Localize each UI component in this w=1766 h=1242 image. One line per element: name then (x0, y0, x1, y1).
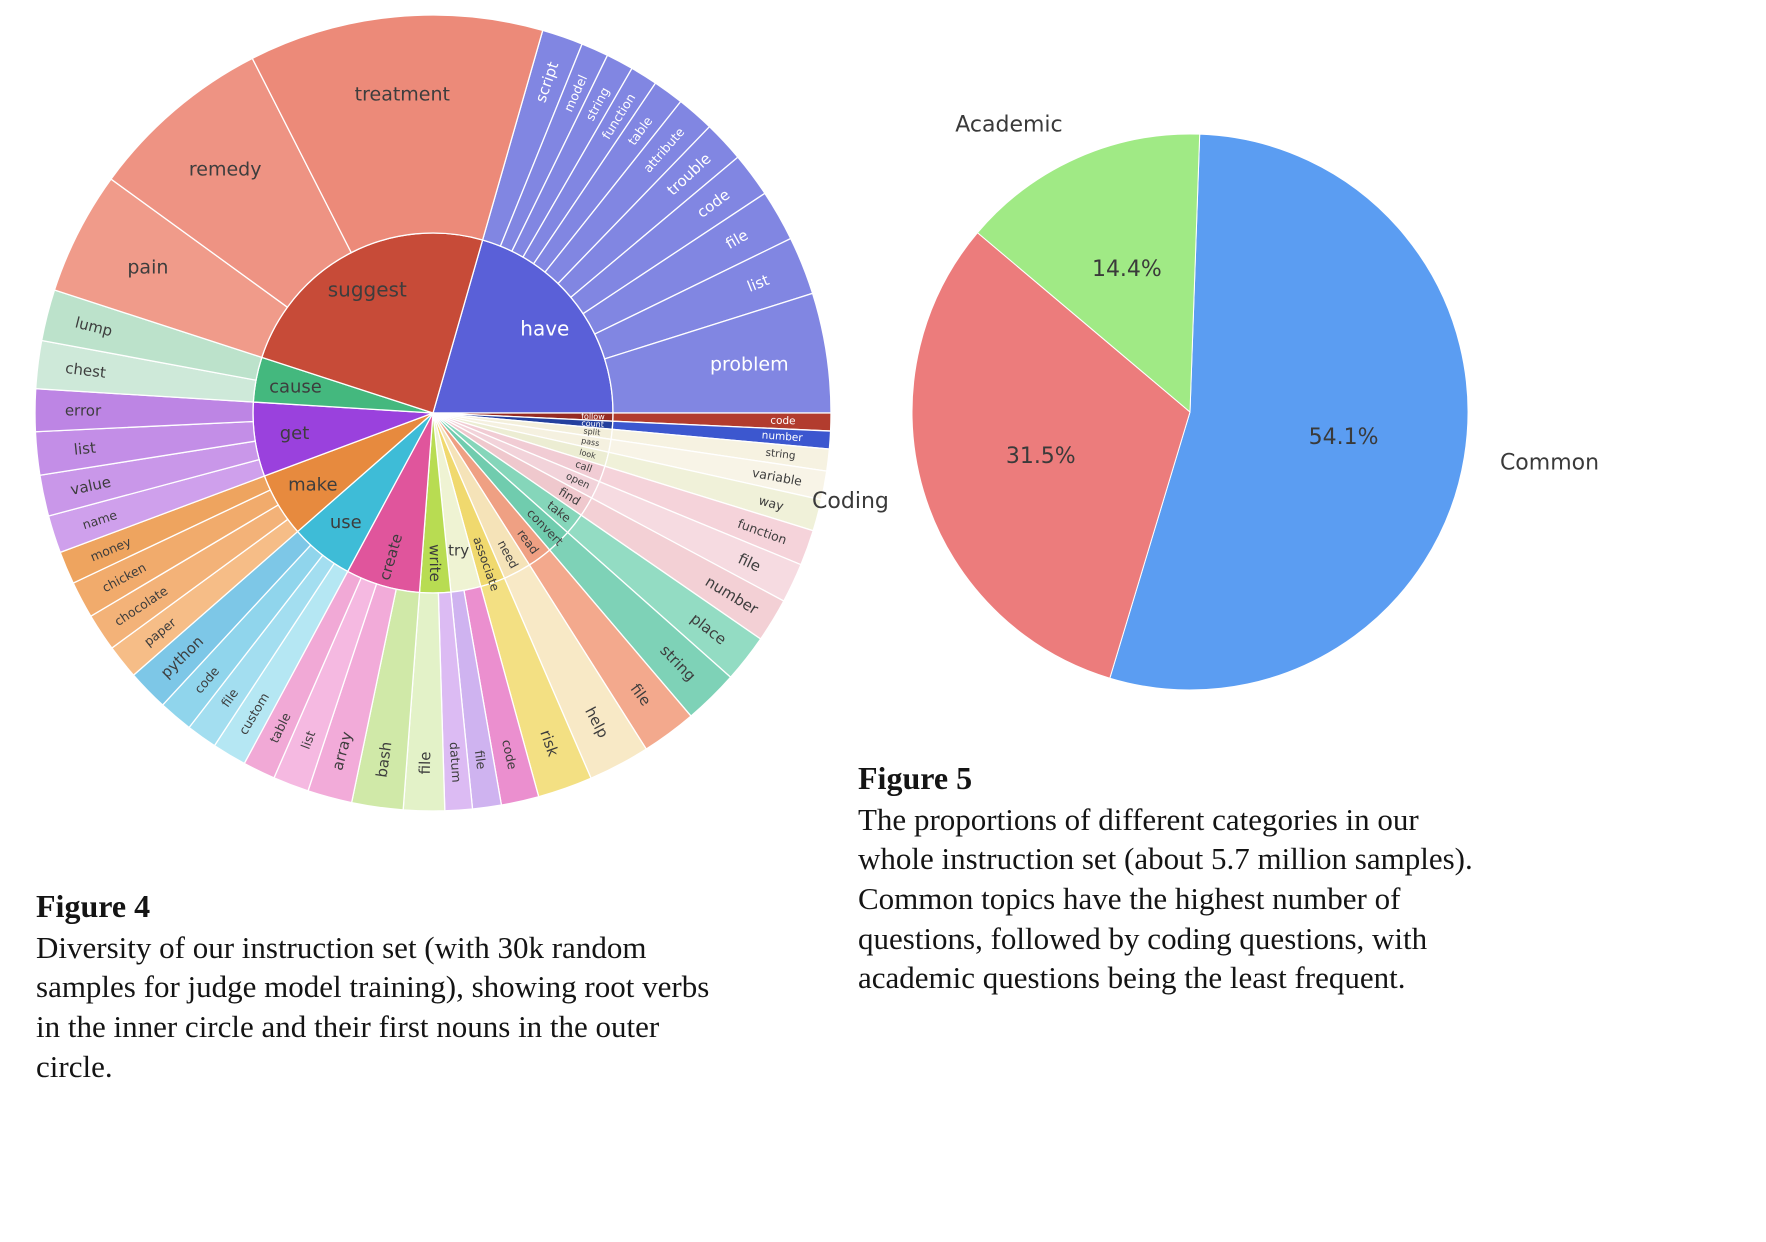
pie-category-label: Common (1500, 451, 1599, 476)
sunburst-verb-label: suggest (328, 277, 407, 301)
sunburst-noun-label: pain (127, 257, 168, 279)
pie-category-label: Coding (812, 489, 889, 514)
sunburst-noun-label: file (472, 749, 489, 770)
pie-chart: 54.1% Common 31.5% Coding 14.4% Academic (812, 112, 1599, 691)
pie-slice-academic (976, 133, 1201, 414)
sunburst-noun-label: chest (64, 359, 107, 382)
pie-percent-label: 31.5% (1006, 444, 1076, 469)
sunburst-noun-label: problem (710, 353, 789, 375)
sunburst-noun-label: code (770, 415, 796, 428)
sunburst-verb-label: cause (269, 376, 322, 397)
figure4-heading: Figure 4 (36, 888, 151, 924)
sunburst-verb-label: make (288, 474, 337, 495)
figure4-text: Diversity of our instruction set (with 3… (36, 929, 710, 1084)
sunburst-noun-label: error (65, 401, 102, 419)
sunburst-noun-label: way (757, 492, 786, 513)
sunburst-noun-label: list (73, 439, 97, 459)
sunburst-verb-label: call (574, 459, 594, 475)
sunburst-verb-label: follow (581, 412, 605, 422)
pie-slice-coding (911, 232, 1191, 679)
sunburst-noun-label: file (416, 751, 435, 774)
sunburst-chart: scriptmodelstringfunctiontableattributet… (34, 14, 832, 812)
sunburst-noun-label: remedy (189, 159, 262, 181)
pie-category-label: Academic (955, 112, 1062, 137)
pie-percent-label: 14.4% (1092, 257, 1162, 282)
sunburst-verb-label: try (448, 542, 469, 560)
sunburst-verb-label: count (581, 419, 604, 430)
sunburst-noun-label: datum (447, 742, 465, 783)
figure5-caption: Figure 5 The proportions of different ca… (858, 758, 1498, 998)
sunburst-verb-label: write (426, 544, 444, 582)
sunburst-verb-label: pass (580, 436, 600, 448)
figure5-heading: Figure 5 (858, 760, 973, 796)
sunburst-verb-label: have (520, 317, 569, 341)
sunburst-verb-label: split (583, 426, 601, 437)
sunburst-noun-treatment (251, 14, 544, 254)
sunburst-noun-label: bash (373, 740, 396, 778)
sunburst-noun-label: code (499, 738, 520, 771)
sunburst-verb-label: use (330, 512, 362, 533)
sunburst-noun-label: number (761, 429, 803, 444)
sunburst-verb-label: get (280, 423, 310, 444)
pie-percent-label: 54.1% (1309, 425, 1379, 450)
pie-slice-common (1109, 133, 1469, 691)
sunburst-noun-label: list (298, 729, 319, 752)
sunburst-noun-label: string (765, 447, 796, 462)
figure4-caption: Figure 4 Diversity of our instruction se… (36, 886, 736, 1086)
figure5-text: The proportions of different categories … (858, 801, 1473, 996)
sunburst-noun-label: treatment (355, 83, 450, 105)
sunburst-verb-label: look (578, 448, 597, 461)
